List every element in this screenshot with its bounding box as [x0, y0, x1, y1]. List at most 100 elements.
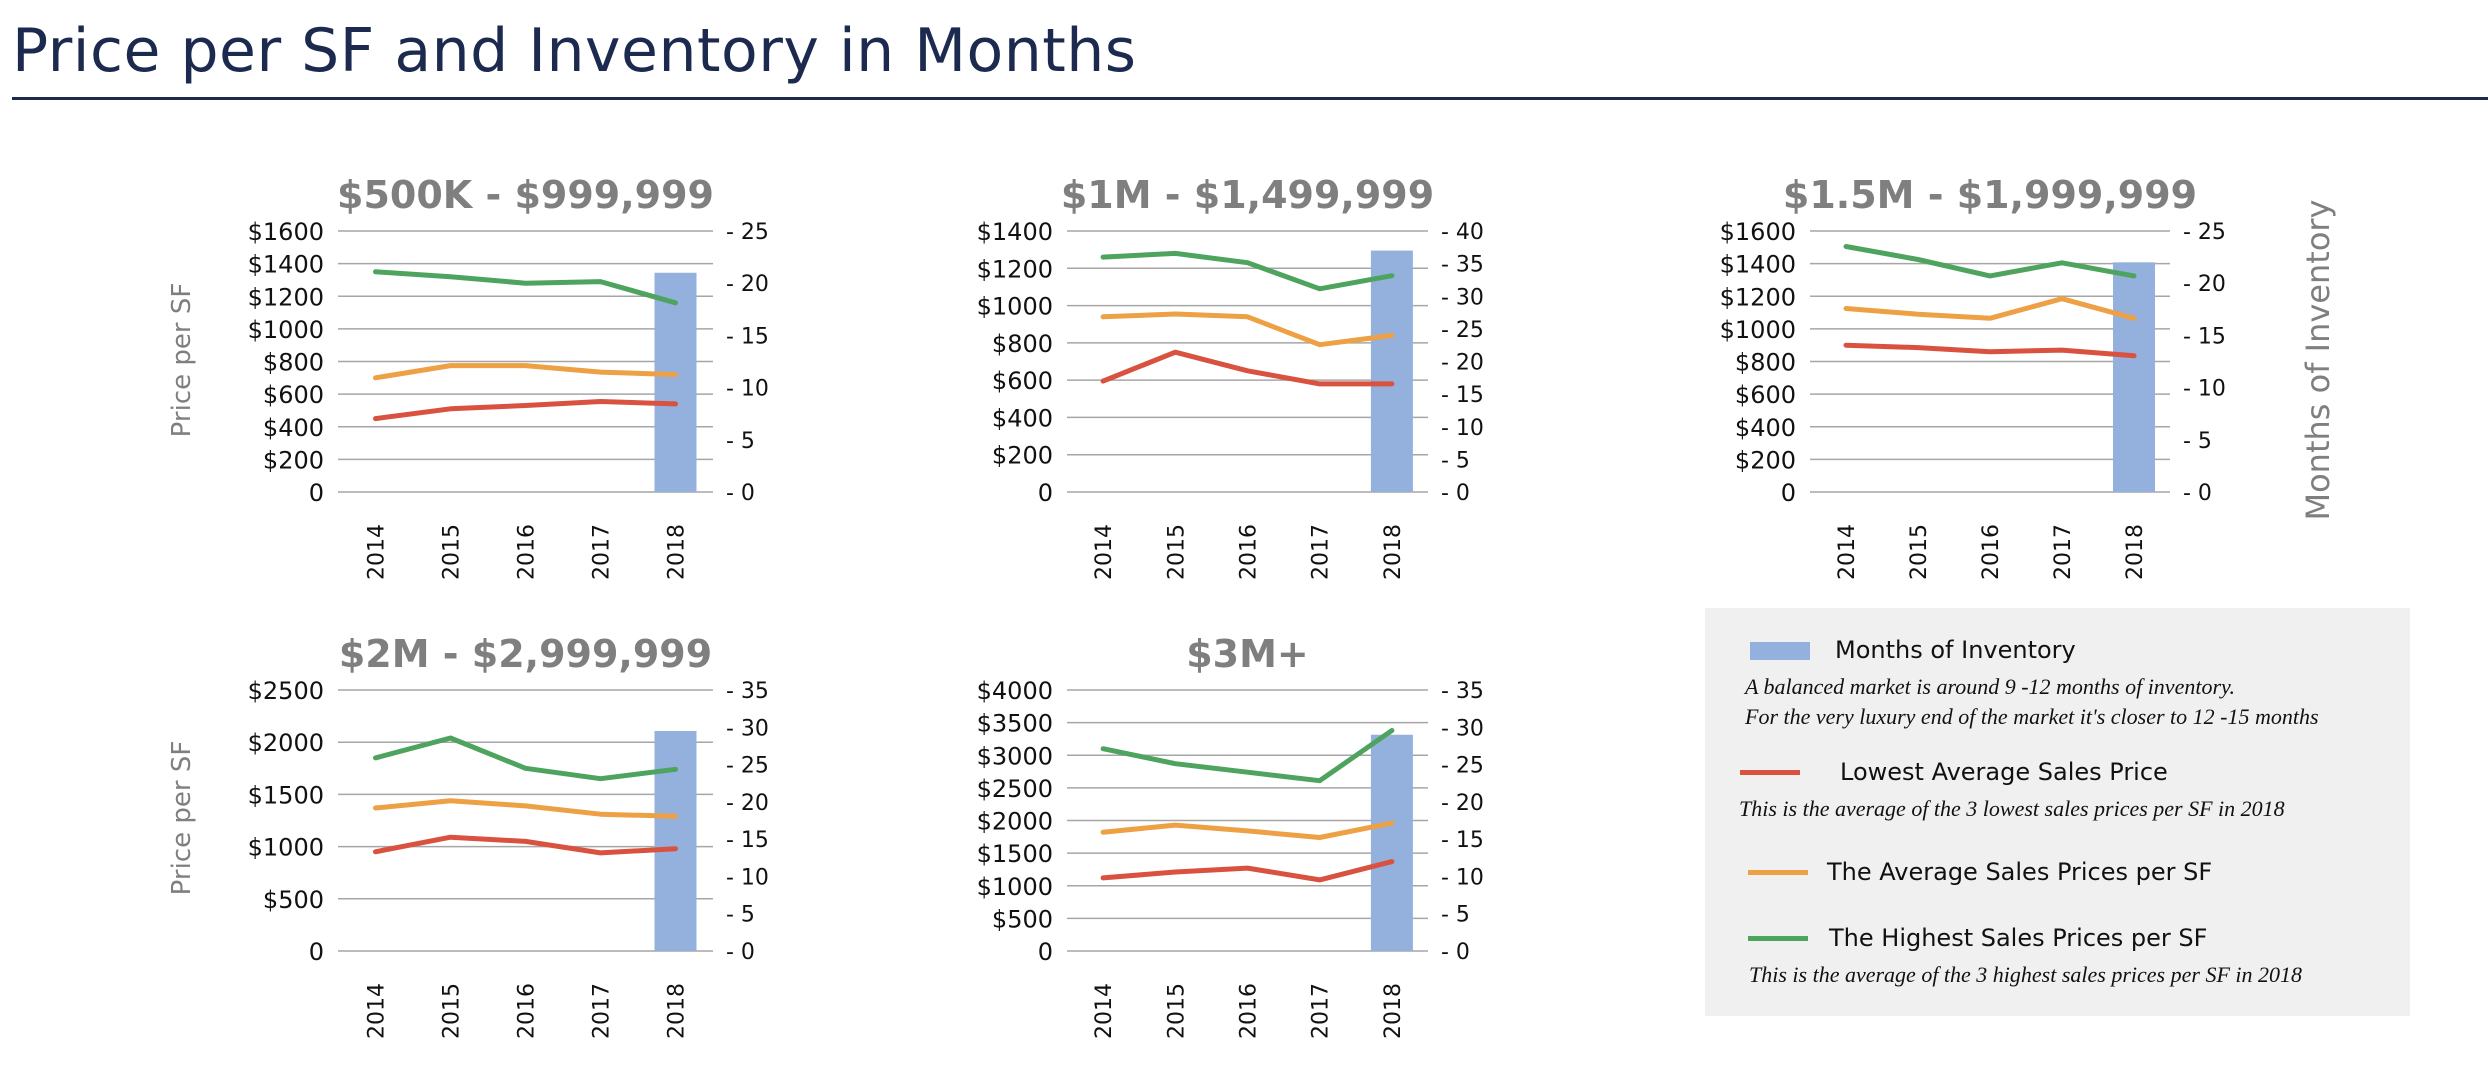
series-line-lowest — [1100, 349, 1395, 387]
x-tick-label: 2014 — [365, 983, 390, 1039]
y-tick-label: 0 — [309, 479, 324, 507]
y2-tick-label: - 15 — [726, 324, 769, 349]
y2-tick-label: - 15 — [2183, 324, 2226, 349]
y2-tick-label: - 0 — [726, 481, 755, 506]
legend-highest-label: The Highest Sales Prices per SF — [1829, 924, 2208, 952]
y-tick-label: $200 — [263, 446, 324, 474]
inventory-bar — [2113, 262, 2155, 492]
y-tick-label: $200 — [992, 442, 1053, 470]
y-tick-label: $3000 — [977, 742, 1053, 770]
series-line-highest — [1100, 250, 1395, 292]
x-tick-label: 2015 — [1907, 524, 1932, 580]
series-line-average — [1843, 296, 2137, 321]
y2-tick-label: - 30 — [726, 716, 769, 741]
y-tick-label: $2000 — [977, 808, 1053, 836]
y2-tick-label: - 20 — [1441, 351, 1484, 376]
y-tick-label: $200 — [1735, 446, 1796, 474]
x-tick-label: 2018 — [1381, 524, 1406, 580]
x-tick-label: 2015 — [440, 983, 465, 1039]
x-tick-label: 2018 — [665, 524, 690, 580]
y-tick-label: $1200 — [248, 283, 324, 311]
y-tick-label: $1500 — [248, 781, 324, 809]
inventory-bar — [1370, 734, 1413, 951]
y-tick-label: $2500 — [248, 677, 324, 705]
y2-tick-label: - 5 — [1441, 903, 1470, 928]
y-tick-label: $800 — [1735, 349, 1796, 377]
x-tick-label: 2016 — [515, 983, 540, 1039]
chart-title: $1M - $1,499,999 — [1061, 173, 1434, 217]
legend-highest-swatch — [1748, 936, 1808, 941]
y-tick-label: $1600 — [248, 218, 324, 246]
x-tick-label: 2018 — [2123, 524, 2148, 580]
x-tick-label: 2017 — [1309, 983, 1334, 1039]
x-tick-label: 2014 — [1835, 524, 1860, 580]
series-line-lowest — [373, 399, 678, 422]
y2-tick-label: - 5 — [1441, 448, 1470, 473]
y-tick-label: $1000 — [248, 834, 324, 862]
series-line-lowest — [373, 834, 678, 856]
y-tick-label: $600 — [263, 381, 324, 409]
x-tick-label: 2018 — [1381, 983, 1406, 1039]
y-tick-label: $800 — [992, 330, 1053, 358]
y-tick-label: 0 — [1038, 938, 1053, 966]
series-line-highest — [1843, 244, 2137, 279]
x-tick-label: 2014 — [1092, 524, 1117, 580]
y2-tick-label: - 30 — [1441, 285, 1484, 310]
x-tick-label: 2017 — [2051, 524, 2076, 580]
x-tick-label: 2015 — [440, 524, 465, 580]
legend-lowest-swatch — [1740, 770, 1800, 775]
y-tick-label: $600 — [992, 367, 1053, 395]
y-tick-label: $800 — [263, 349, 324, 377]
x-tick-label: 2016 — [1237, 983, 1262, 1039]
y-tick-label: 0 — [309, 938, 324, 966]
series-line-average — [373, 363, 678, 381]
y-tick-label: $2500 — [977, 775, 1053, 803]
y2-tick-label: - 15 — [1441, 828, 1484, 853]
inventory-bar — [654, 272, 697, 492]
y-tick-label: $1000 — [248, 316, 324, 344]
y-tick-label: $600 — [1735, 381, 1796, 409]
y2-tick-label: - 35 — [1441, 253, 1484, 278]
x-tick-label: 2014 — [1092, 983, 1117, 1039]
y2-tick-label: - 30 — [1441, 716, 1484, 741]
y2-tick-label: - 15 — [1441, 383, 1484, 408]
y-tick-label: $1400 — [248, 251, 324, 279]
series-line-highest — [373, 269, 678, 306]
series-line-lowest — [1100, 859, 1395, 883]
y2-tick-label: - 15 — [726, 828, 769, 853]
series-line-average — [373, 798, 678, 819]
y-tick-label: $1200 — [977, 255, 1053, 283]
y-tick-label: $4000 — [977, 677, 1053, 705]
legend-inventory-swatch — [1750, 642, 1810, 660]
y2-tick-label: - 20 — [726, 791, 769, 816]
y-tick-label: 0 — [1038, 479, 1053, 507]
title-divider — [12, 97, 2488, 100]
x-tick-label: 2017 — [1309, 524, 1334, 580]
y-tick-label: $1000 — [977, 293, 1053, 321]
y2-tick-label: - 5 — [726, 429, 755, 454]
inventory-bar — [654, 731, 697, 951]
legend-inventory-note-2: For the very luxury end of the market it… — [1745, 704, 2319, 729]
legend-inventory-label: Months of Inventory — [1835, 636, 2076, 664]
legend-panel: Months of Inventory A balanced market is… — [1705, 608, 2410, 1016]
page-title: Price per SF and Inventory in Months — [12, 16, 1137, 86]
y2-tick-label: - 0 — [1441, 481, 1470, 506]
y2-tick-label: - 0 — [1441, 940, 1470, 965]
y-tick-label: $400 — [263, 414, 324, 442]
y2-tick-label: - 20 — [726, 272, 769, 297]
series-line-highest — [1100, 728, 1395, 784]
legend-average-label: The Average Sales Prices per SF — [1827, 858, 2213, 886]
y-axis-title: Price per SF — [167, 283, 197, 438]
y2-tick-label: - 10 — [726, 377, 769, 402]
y2-tick-label: - 0 — [726, 940, 755, 965]
legend-average-swatch — [1748, 870, 1808, 875]
chart-title: $2M - $2,999,999 — [339, 632, 712, 676]
y-axis-title: Price per SF — [167, 741, 197, 896]
y2-tick-label: - 0 — [2183, 481, 2212, 506]
x-tick-label: 2016 — [1979, 524, 2004, 580]
y-tick-label: 0 — [1781, 479, 1796, 507]
legend-inventory-note-1: A balanced market is around 9 -12 months… — [1745, 674, 2236, 699]
y2-tick-label: - 20 — [1441, 791, 1484, 816]
x-tick-label: 2015 — [1164, 524, 1189, 580]
series-line-highest — [373, 735, 678, 782]
